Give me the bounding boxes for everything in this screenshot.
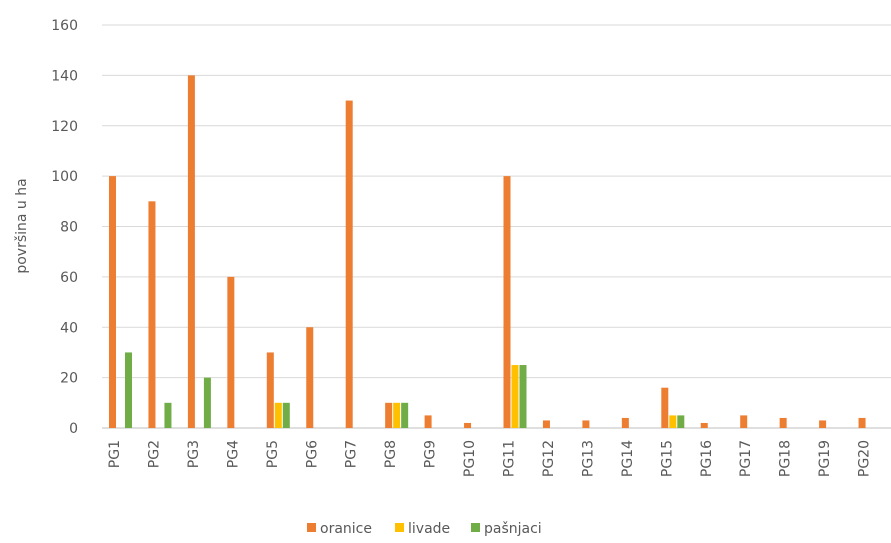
bar-PG13-oranice [582,420,590,428]
bar-PG3-oranice [187,75,195,428]
x-tick-label: PG20 [857,440,873,477]
legend-label: livade [408,521,450,537]
bar-PG5-pašnjaci [282,402,290,428]
bar-PG15-pašnjaci [677,415,685,428]
x-tick-label: PG3 [186,440,202,468]
x-tick-label: PG15 [659,440,675,477]
bar-PG15-oranice [661,387,669,428]
x-tick-label: PG18 [778,440,794,477]
legend-swatch-livade [395,523,404,532]
x-tick-label: PG1 [107,440,123,468]
x-tick-label: PG17 [738,440,754,477]
legend-label: oranice [320,521,372,537]
y-tick-label: 120 [51,119,78,135]
bar-PG5-oranice [266,352,274,428]
x-tick-label: PG5 [265,440,281,468]
y-tick-label: 20 [60,371,78,387]
bar-PG1-pašnjaci [125,352,132,428]
bar-PG11-oranice [503,176,511,428]
x-tick-label: PG2 [146,440,162,468]
y-tick-label: 40 [60,320,78,336]
bar-PG7-oranice [345,100,353,428]
x-tick-label: PG13 [580,440,596,477]
x-axis-ticks: PG1 PG2 PG3 PG4 PG5 PG6 PG7 PG8 PG9 PG10 PG11 PG12 P… [107,440,873,477]
bar-PG2-pašnjaci [164,402,172,428]
bar-PG1-oranice [109,176,116,428]
y-tick-label: 0 [69,421,78,437]
y-tick-label: 140 [51,68,78,84]
y-axis-label: površina u ha [14,178,30,273]
bar-PG20-oranice [858,417,866,428]
legend-swatch-oranice [307,523,316,532]
bar-PG11-livade [511,365,519,428]
bar-PG11-pašnjaci [519,365,527,428]
bar-PG16-oranice [700,422,708,428]
x-tick-label: PG4 [225,440,241,468]
bar-PG4-oranice [227,276,235,428]
bar-PG8-oranice [385,402,393,428]
x-tick-label: PG12 [541,440,557,477]
legend-label: pašnjaci [484,521,542,537]
y-tick-label: 100 [51,169,78,185]
bar-PG12-oranice [542,420,550,428]
x-tick-label: PG8 [383,440,399,468]
y-tick-label: 80 [60,220,78,236]
bar-PG9-oranice [424,415,432,428]
gridlines [102,24,891,429]
x-tick-label: PG16 [699,440,715,477]
bar-PG3-pašnjaci [203,377,211,428]
y-tick-label: 60 [60,270,78,286]
bar-PG19-oranice [819,420,827,428]
bar-PG8-livade [393,402,401,428]
bar-PG15-livade [669,415,677,428]
bar-PG17-oranice [740,415,748,428]
bar-PG2-oranice [148,201,156,428]
x-tick-label: PG7 [344,440,360,468]
bar-PG5-livade [274,402,282,428]
bars [109,75,866,428]
bar-PG18-oranice [779,417,787,428]
bar-PG6-oranice [306,327,314,428]
x-tick-label: PG19 [817,440,833,477]
x-tick-label: PG6 [304,440,320,468]
bar-PG14-oranice [621,417,629,428]
x-tick-label: PG11 [502,440,518,477]
legend: oranice livade pašnjaci [307,521,542,537]
x-tick-label: PG14 [620,440,636,477]
bar-PG8-pašnjaci [401,402,409,428]
bar-PG10-oranice [464,422,472,428]
x-tick-label: PG9 [423,440,439,468]
y-tick-label: 160 [51,18,78,34]
y-axis-ticks: 0 20 40 60 80 100 120 140 160 [51,18,78,437]
x-tick-label: PG10 [462,440,478,477]
legend-swatch-pašnjaci [471,523,480,532]
